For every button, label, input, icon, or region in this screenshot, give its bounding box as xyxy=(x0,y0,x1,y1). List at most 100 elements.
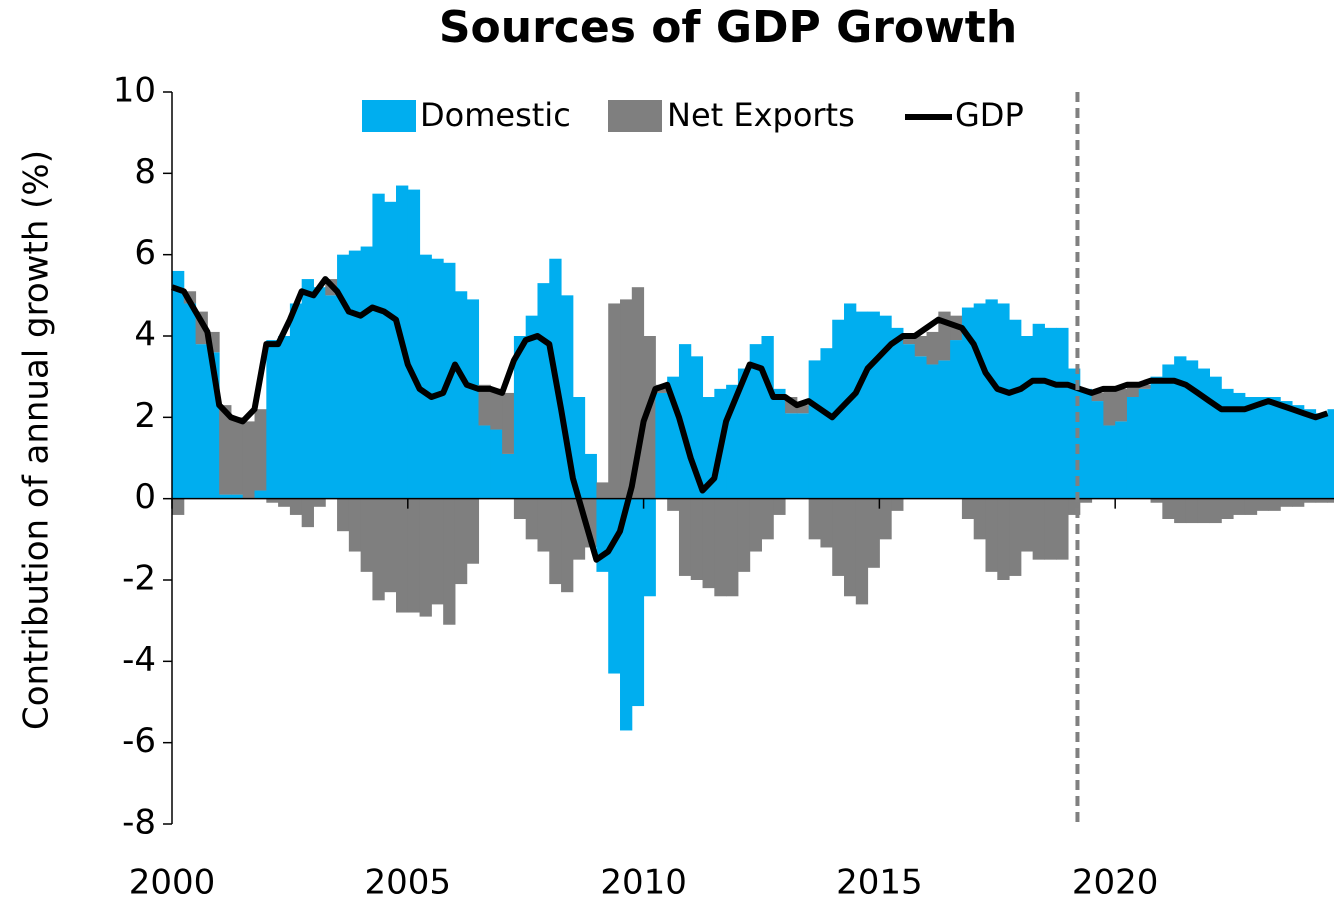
bar xyxy=(360,498,373,572)
bar xyxy=(1056,498,1069,560)
bar xyxy=(867,311,880,499)
bar xyxy=(313,498,326,507)
bar xyxy=(1256,397,1269,499)
bar xyxy=(1292,498,1305,507)
bar xyxy=(785,413,798,499)
bar xyxy=(608,303,621,499)
bar xyxy=(254,409,267,491)
bar xyxy=(808,360,821,499)
plot-area: -8 -6 -4 -2 0 2 4 6 8 10 2000 2005 2010 2015 2020 xyxy=(113,71,1334,902)
bar xyxy=(1327,409,1334,499)
bar xyxy=(1162,364,1175,499)
bar xyxy=(584,453,597,499)
y-tick-label: 8 xyxy=(134,152,156,192)
bar xyxy=(1091,401,1104,499)
bar xyxy=(219,494,232,499)
bar xyxy=(490,388,503,430)
bar xyxy=(372,498,385,601)
bar xyxy=(820,498,833,548)
y-tick-label: -8 xyxy=(122,803,156,843)
bar xyxy=(808,498,821,540)
bar xyxy=(1150,498,1163,503)
bar xyxy=(1209,498,1222,524)
bar xyxy=(938,360,951,499)
bar xyxy=(525,315,538,499)
bar xyxy=(384,201,397,499)
bar xyxy=(867,498,880,568)
bar xyxy=(419,498,432,617)
bar xyxy=(985,498,998,572)
bar xyxy=(172,270,185,499)
bar xyxy=(407,189,421,499)
bar xyxy=(1032,498,1045,560)
y-tick-label: 10 xyxy=(113,71,156,111)
bar xyxy=(1091,392,1104,402)
bar xyxy=(678,498,692,576)
bar xyxy=(1197,498,1210,524)
bar xyxy=(714,498,727,597)
bar xyxy=(950,340,963,499)
bar xyxy=(620,299,633,499)
bar xyxy=(1126,384,1140,397)
bar xyxy=(643,498,656,597)
x-tick-label: 2015 xyxy=(836,863,923,902)
bar xyxy=(537,283,550,499)
bar xyxy=(348,498,362,552)
bar xyxy=(643,336,656,499)
bar xyxy=(961,307,975,499)
bar xyxy=(1268,498,1281,511)
x-tick-label: 2000 xyxy=(129,863,216,902)
chart-title: Sources of GDP Growth xyxy=(439,2,1017,53)
bar xyxy=(454,498,468,585)
legend-label: Domestic xyxy=(420,96,571,134)
bar xyxy=(396,498,409,613)
y-tick-label: -6 xyxy=(122,721,156,761)
bar xyxy=(313,287,326,499)
bar xyxy=(537,498,550,552)
bar xyxy=(631,498,645,707)
bar xyxy=(1209,376,1222,499)
gdp-line xyxy=(171,276,1329,563)
bar xyxy=(1115,388,1128,422)
bar xyxy=(667,498,680,511)
bar xyxy=(879,315,892,499)
bar xyxy=(431,498,444,605)
bar xyxy=(466,299,480,499)
bar xyxy=(278,498,291,507)
bar xyxy=(737,498,751,572)
bar xyxy=(301,279,314,499)
bar xyxy=(1174,498,1187,524)
bar xyxy=(242,421,256,499)
bar xyxy=(172,498,185,515)
bar xyxy=(466,498,480,564)
bar xyxy=(620,498,633,731)
bar xyxy=(337,498,350,532)
bar xyxy=(266,340,279,499)
bar xyxy=(820,348,833,499)
bar xyxy=(1115,421,1128,499)
bar xyxy=(1244,397,1258,499)
bar xyxy=(761,336,774,499)
bar xyxy=(961,498,975,519)
bar xyxy=(478,425,491,499)
bar xyxy=(1233,498,1246,515)
bar xyxy=(478,384,491,426)
bar xyxy=(1079,498,1093,503)
bar xyxy=(219,405,232,495)
x-tick-label: 2005 xyxy=(365,863,452,902)
bar xyxy=(596,482,609,499)
bar xyxy=(1280,498,1293,507)
bar xyxy=(914,336,928,357)
bar xyxy=(1044,498,1057,560)
bar xyxy=(1268,397,1281,499)
bar xyxy=(749,344,762,499)
bar xyxy=(891,327,904,499)
bar xyxy=(1138,388,1152,499)
bar xyxy=(678,344,692,499)
bar xyxy=(337,254,350,499)
bar xyxy=(902,344,916,499)
bar xyxy=(1244,498,1258,515)
bar xyxy=(914,356,928,499)
bar xyxy=(513,498,527,519)
legend-label: GDP xyxy=(955,96,1024,134)
